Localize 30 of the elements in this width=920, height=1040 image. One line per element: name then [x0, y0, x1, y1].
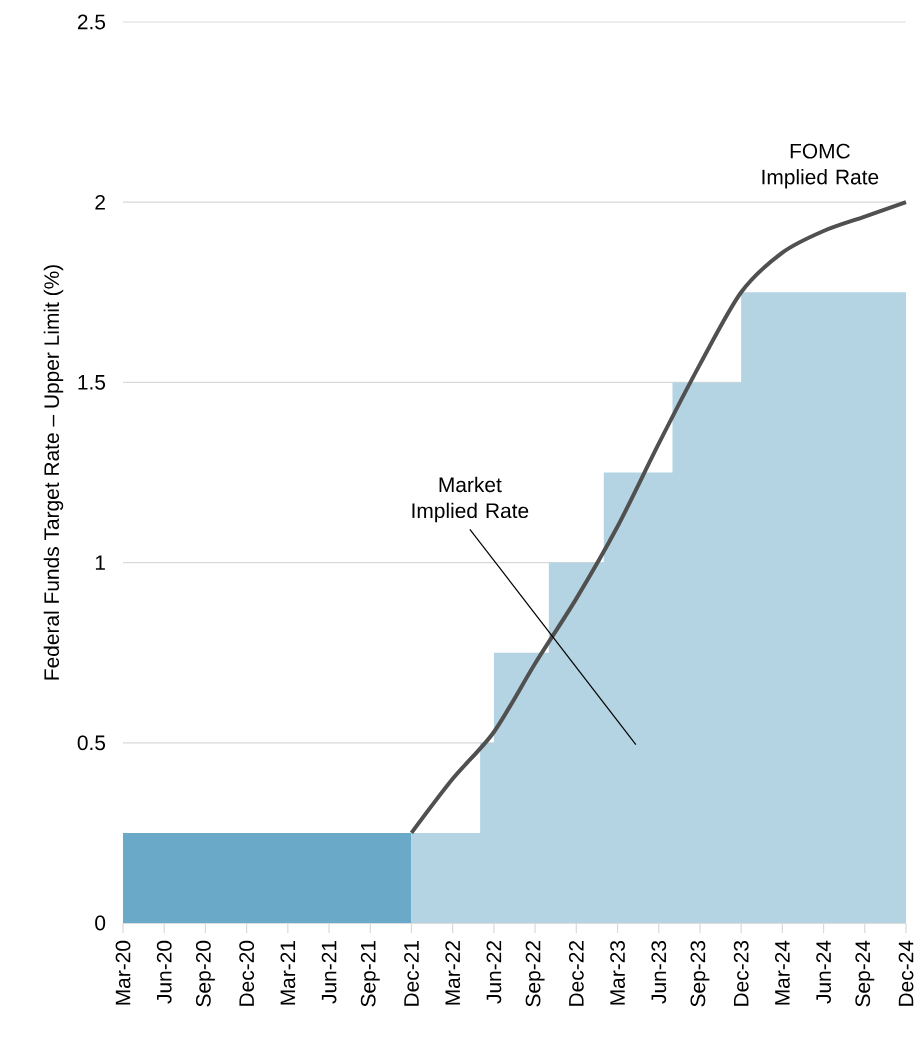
x-tick-label: Sep-21: [360, 941, 380, 1007]
x-tick-label: Sep-22: [525, 941, 545, 1007]
x-tick-label: Jun-21: [321, 941, 337, 1004]
x-tick-label: Dec-20: [239, 940, 255, 1006]
x-tick-label: Dec-21: [404, 941, 419, 1006]
x-tick-label: Mar-20: [115, 940, 131, 1005]
y-tick-label: 2.5: [77, 14, 106, 30]
y-tick-label: 0.5: [77, 735, 106, 751]
x-tick-label: Jun-22: [486, 941, 502, 1004]
annotation: Market Implied Rate: [412, 476, 529, 523]
annotation: FOMC Implied Rate: [762, 143, 879, 189]
x-tick-label: Sep-23: [690, 940, 710, 1007]
x-tick-label: Sep-20: [195, 940, 215, 1007]
y-tick-label: 1: [95, 555, 105, 570]
line-series: [409, 200, 908, 835]
x-tick-label: Dec-24: [898, 940, 914, 1006]
x-tick-label: Mar-22: [445, 941, 461, 1005]
x-tick-label: Mar-23: [610, 940, 625, 1005]
x-tick-label: Dec-22: [568, 941, 584, 1006]
y-tick-label: 1.5: [78, 375, 106, 390]
x-tick-label: Mar-21: [280, 941, 296, 1005]
x-tick-label: Jun-23: [651, 940, 667, 1004]
x-tick-label: Jun-20: [156, 940, 172, 1004]
y-axis-title: Federal Funds Target Rate – Upper Limit (%): [43, 265, 64, 680]
x-tick-label: Mar-24: [774, 940, 790, 1005]
y-tick-label: 2: [95, 194, 105, 210]
x-tick-label: Jun-24: [816, 940, 831, 1004]
x-tick-label: Sep-24: [855, 940, 875, 1007]
y-tick-label: 0: [95, 915, 106, 931]
x-tick-label: Dec-23: [733, 940, 749, 1006]
